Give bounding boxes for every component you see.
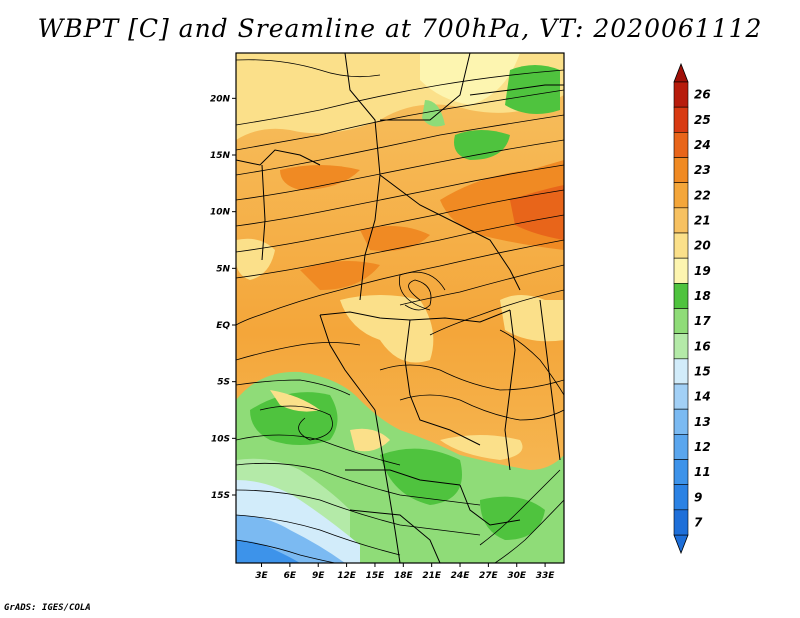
colorbar-segment bbox=[673, 207, 689, 234]
lat-tick-label: 5N bbox=[216, 264, 230, 274]
colorbar-segment bbox=[673, 81, 689, 108]
colorbar-segment bbox=[673, 358, 689, 385]
lat-tick-label: 10N bbox=[210, 208, 231, 218]
colorbar-label: 7 bbox=[694, 515, 703, 529]
colorbar-segment bbox=[673, 232, 689, 259]
lon-tick-label: 30E bbox=[507, 571, 527, 581]
colorbar-label: 9 bbox=[694, 490, 702, 504]
lon-tick-label: 3E bbox=[255, 571, 268, 581]
colorbar-over-triangle bbox=[673, 62, 689, 83]
colorbar-label: 19 bbox=[694, 264, 711, 278]
colorbar: 26 25 24 23 22 21 20 19 18 17 16 15 14 13 12 11 9 7 bbox=[673, 62, 711, 555]
lon-tick-label: 27E bbox=[479, 571, 499, 581]
map-frame bbox=[235, 52, 565, 564]
colorbar-under-triangle bbox=[673, 534, 689, 555]
colorbar-segment bbox=[673, 257, 689, 284]
colorbar-segment bbox=[673, 182, 689, 209]
colorbar-label: 12 bbox=[694, 440, 711, 454]
lon-tick-label: 33E bbox=[536, 571, 556, 581]
colorbar-segment bbox=[673, 157, 689, 183]
colorbar-label: 22 bbox=[694, 188, 711, 202]
colorbar-segment bbox=[673, 383, 689, 410]
lat-tick-label: 15S bbox=[211, 491, 230, 501]
colorbar-segment bbox=[673, 106, 689, 133]
lon-tick-label: 18E bbox=[394, 571, 414, 581]
lat-tick-label: 20N bbox=[210, 94, 231, 104]
lat-tick-label: 15N bbox=[210, 151, 231, 161]
colorbar-label: 11 bbox=[694, 465, 711, 479]
colorbar-segment bbox=[673, 459, 689, 485]
lat-tick-label: 5S bbox=[217, 378, 230, 388]
longitude-axis: 3E 6E 9E 12E 15E 18E 21E 24E 27E 30E 33E bbox=[255, 563, 555, 581]
colorbar-segment bbox=[673, 333, 689, 360]
colorbar-label: 17 bbox=[694, 314, 711, 328]
colorbar-segment bbox=[673, 132, 689, 158]
colorbar-label: 25 bbox=[694, 113, 711, 127]
colorbar-label: 24 bbox=[694, 138, 711, 152]
lon-tick-label: 15E bbox=[366, 571, 386, 581]
colorbar-label: 23 bbox=[694, 163, 711, 177]
lon-tick-label: 24E bbox=[451, 571, 471, 581]
streamlines bbox=[236, 59, 564, 563]
lon-tick-label: 9E bbox=[312, 571, 325, 581]
grads-credit: GrADS: IGES/COLA bbox=[4, 603, 91, 613]
colorbar-label: 16 bbox=[694, 339, 711, 353]
lon-tick-label: 6E bbox=[284, 571, 297, 581]
colorbar-label: 13 bbox=[694, 415, 711, 429]
colorbar-segment bbox=[673, 509, 689, 536]
lat-tick-label: 10S bbox=[211, 434, 230, 444]
colorbar-label: 21 bbox=[694, 213, 711, 227]
colorbar-segment bbox=[673, 434, 689, 460]
lon-tick-label: 12E bbox=[337, 571, 357, 581]
colorbar-label: 18 bbox=[694, 289, 711, 303]
chart-title: WBPT [C] and Sreamline at 700hPa, VT: 20… bbox=[37, 14, 763, 43]
colorbar-segment bbox=[673, 408, 689, 435]
colorbar-segment bbox=[673, 484, 689, 511]
colorbar-label: 14 bbox=[694, 390, 711, 404]
lon-tick-label: 21E bbox=[422, 571, 442, 581]
colorbar-label: 15 bbox=[694, 364, 711, 378]
temperature-field bbox=[236, 53, 564, 563]
colorbar-segment bbox=[673, 283, 689, 309]
colorbar-label: 20 bbox=[694, 239, 711, 253]
country-borders bbox=[236, 53, 564, 563]
colorbar-segment bbox=[673, 308, 689, 334]
lat-tick-label: EQ bbox=[216, 321, 230, 331]
colorbar-label: 26 bbox=[694, 88, 711, 102]
latitude-axis: 20N 15N 10N 5N EQ 5S 10S 15S bbox=[210, 94, 236, 501]
